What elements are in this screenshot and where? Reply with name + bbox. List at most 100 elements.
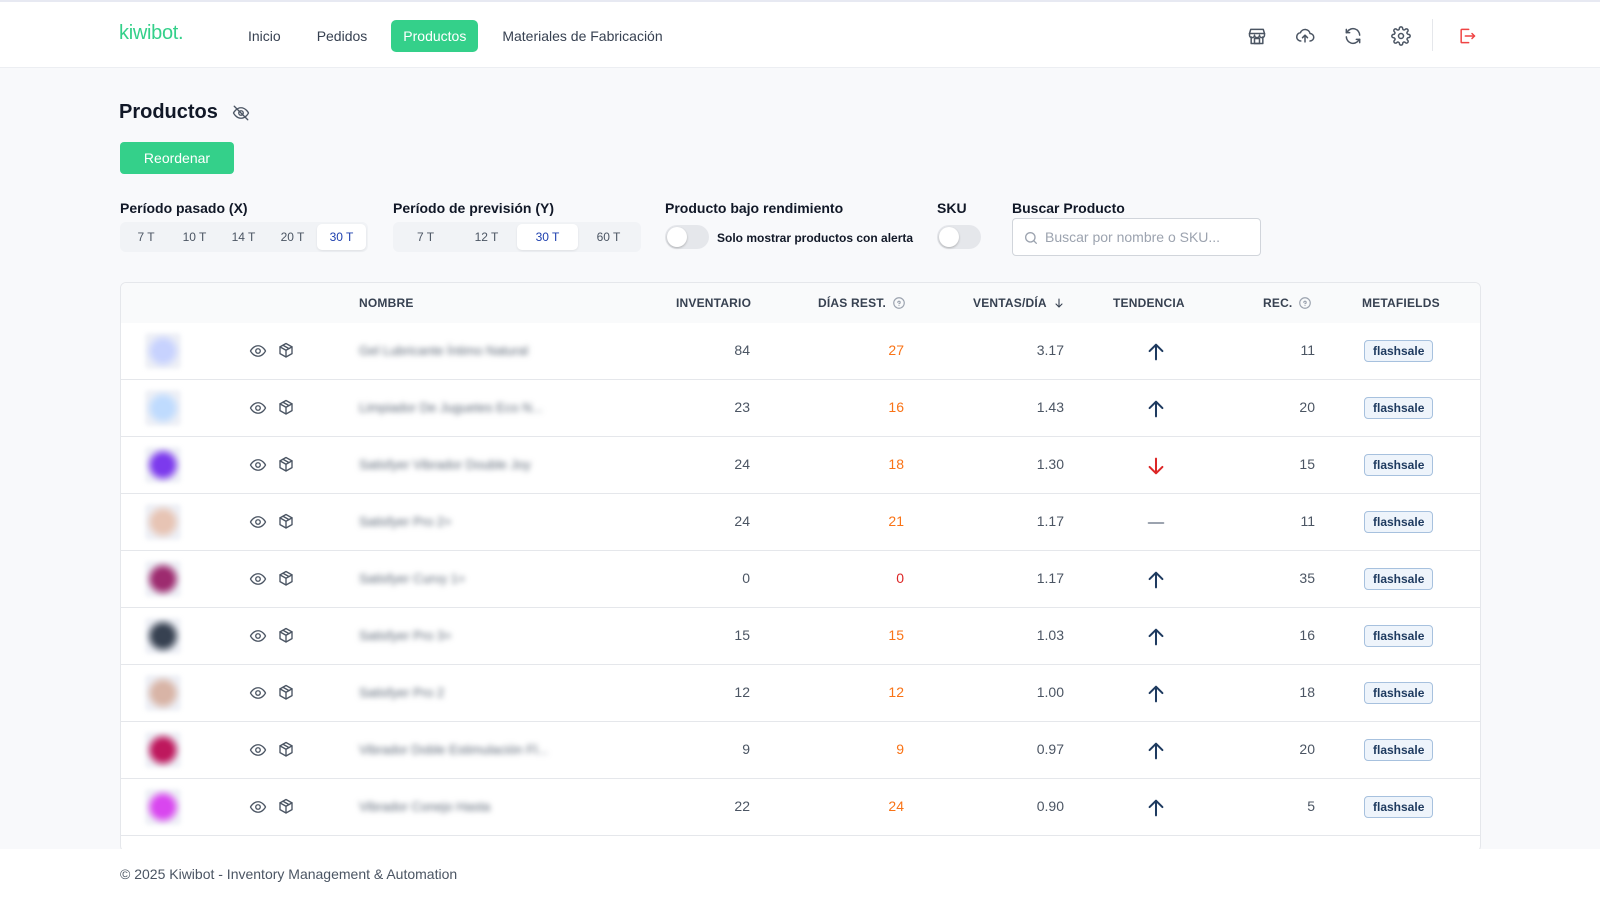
search-icon (1025, 232, 1037, 244)
reorder-button[interactable]: Reordenar (120, 142, 234, 174)
recommended-value: 11 (1300, 342, 1315, 358)
package-icon[interactable] (277, 513, 295, 531)
cloud-upload-icon[interactable] (1293, 24, 1317, 48)
past-period-14[interactable]: 14 T (231, 230, 256, 244)
package-icon[interactable] (277, 399, 295, 417)
days-remaining-value: 16 (888, 399, 904, 415)
metafield-badge[interactable]: flashsale (1364, 454, 1434, 476)
table-row[interactable]: Satisfyer Curvy 1+ 0 0 1.17 35 flashsale (121, 551, 1480, 608)
table-row[interactable]: Gel Lubricante Íntimo Natural 84 27 3.17 11 f… (121, 323, 1480, 380)
package-icon[interactable] (277, 798, 295, 816)
inventory-value: 24 (734, 513, 750, 529)
col-inventory[interactable]: INVENTARIO (676, 296, 751, 310)
col-sales[interactable]: VENTAS/DÍA (973, 296, 1065, 310)
product-name[interactable]: Vibrador Doble Estimulación Fl... (359, 742, 549, 757)
gear-icon[interactable] (1389, 24, 1413, 48)
table-row[interactable]: Satisfyer Pro 2 12 12 1.00 18 flashsale (121, 665, 1480, 722)
col-trend[interactable]: TENDENCIA (1113, 296, 1185, 310)
sort-down-icon (1055, 298, 1063, 308)
sales-per-day-value: 1.17 (1036, 513, 1064, 529)
package-icon[interactable] (277, 456, 295, 474)
search-box (1012, 218, 1261, 256)
table-row[interactable]: Satisfyer Pro 2+ 24 21 1.17 11 flashsale (121, 494, 1480, 551)
table-row[interactable]: Limpiador De Juguetes Eco N... 23 16 1.43 20… (121, 380, 1480, 437)
product-name[interactable]: Satisfyer Curvy 1+ (359, 571, 466, 586)
past-period-10[interactable]: 10 T (182, 230, 207, 244)
eye-icon[interactable] (249, 456, 267, 474)
col-name[interactable]: NOMBRE (359, 296, 414, 310)
metafield-badge[interactable]: flashsale (1364, 397, 1434, 419)
table-row[interactable]: Satisfyer Pro 3+ 15 15 1.03 16 flashsale (121, 608, 1480, 665)
nav-pedidos[interactable]: Pedidos (316, 28, 368, 44)
package-icon[interactable] (277, 741, 295, 759)
eye-icon[interactable] (249, 513, 267, 531)
sales-per-day-value: 1.43 (1036, 399, 1064, 415)
eye-icon[interactable] (249, 570, 267, 588)
past-period-7[interactable]: 7 T (137, 230, 155, 244)
info-icon[interactable] (1298, 296, 1312, 310)
col-days[interactable]: DÍAS REST. (818, 296, 906, 310)
col-days-label: DÍAS REST. (818, 296, 887, 310)
product-name[interactable]: Vibrador Conejo Hasta (359, 799, 491, 814)
eye-icon[interactable] (249, 684, 267, 702)
inventory-value: 24 (734, 456, 750, 472)
inventory-value: 23 (734, 399, 750, 415)
refresh-icon[interactable] (1341, 24, 1365, 48)
trend-up-icon (1145, 683, 1167, 705)
metafield-badge[interactable]: flashsale (1364, 739, 1434, 761)
days-remaining-value: 27 (888, 342, 904, 358)
package-icon[interactable] (277, 627, 295, 645)
product-name[interactable]: Satisfyer Pro 2+ (359, 514, 452, 529)
sales-per-day-value: 0.97 (1036, 741, 1064, 757)
col-rec[interactable]: REC. (1263, 296, 1312, 310)
table-row[interactable]: Vibrador Doble Estimulación Fl... 9 9 0.97 2… (121, 722, 1480, 779)
eye-off-icon[interactable] (232, 104, 250, 122)
sku-toggle[interactable] (937, 225, 981, 249)
main-nav: Inicio Pedidos Productos Materiales de F… (236, 20, 675, 52)
metafield-badge[interactable]: flashsale (1364, 625, 1434, 647)
info-icon[interactable] (892, 296, 906, 310)
low-performance-toggle[interactable] (665, 225, 709, 249)
days-remaining-value: 15 (888, 627, 904, 643)
product-name[interactable]: Satisfyer Pro 2 (359, 685, 445, 700)
logout-icon[interactable] (1455, 24, 1479, 48)
nav-materiales[interactable]: Materiales de Fabricación (502, 28, 663, 44)
search-input[interactable] (1045, 219, 1255, 255)
metafield-badge[interactable]: flashsale (1364, 682, 1434, 704)
table-row[interactable]: Vibrador Conejo Hasta 22 24 0.90 5 flashsale (121, 779, 1480, 836)
eye-icon[interactable] (249, 798, 267, 816)
eye-icon[interactable] (249, 627, 267, 645)
eye-icon[interactable] (249, 741, 267, 759)
metafield-badge[interactable]: flashsale (1364, 511, 1434, 533)
past-period-30[interactable]: 30 T (317, 224, 366, 250)
product-name[interactable]: Satisfyer Pro 3+ (359, 628, 452, 643)
metafield-badge[interactable]: flashsale (1364, 568, 1434, 590)
trend-up-icon (1145, 626, 1167, 648)
forecast-period-12[interactable]: 12 T (474, 230, 499, 244)
metafield-badge[interactable]: flashsale (1364, 796, 1434, 818)
kiwibot-logo[interactable]: kiwibot. (119, 22, 184, 44)
forecast-period-7[interactable]: 7 T (416, 230, 435, 244)
package-icon[interactable] (277, 342, 295, 360)
eye-icon[interactable] (249, 399, 267, 417)
store-icon[interactable] (1245, 24, 1269, 48)
product-name[interactable]: Gel Lubricante Íntimo Natural (359, 343, 529, 358)
product-name[interactable]: Satisfyer Vibrador Double Joy (359, 457, 531, 472)
package-icon[interactable] (277, 570, 295, 588)
col-metafields[interactable]: METAFIELDS (1362, 296, 1440, 310)
past-period-20[interactable]: 20 T (280, 230, 305, 244)
package-icon[interactable] (277, 684, 295, 702)
recommended-value: 11 (1300, 513, 1315, 529)
sales-per-day-value: 1.17 (1036, 570, 1064, 586)
product-name[interactable]: Limpiador De Juguetes Eco N... (359, 400, 543, 415)
recommended-value: 16 (1299, 627, 1315, 643)
forecast-period-30[interactable]: 30 T (517, 224, 578, 250)
eye-icon[interactable] (249, 342, 267, 360)
past-period-label: Período pasado (X) (120, 200, 248, 216)
inventory-value: 15 (734, 627, 750, 643)
nav-productos[interactable]: Productos (391, 20, 479, 52)
forecast-period-60[interactable]: 60 T (596, 230, 621, 244)
metafield-badge[interactable]: flashsale (1364, 340, 1434, 362)
table-row[interactable]: Satisfyer Vibrador Double Joy 24 18 1.30 15 f… (121, 437, 1480, 494)
nav-inicio[interactable]: Inicio (248, 28, 281, 44)
